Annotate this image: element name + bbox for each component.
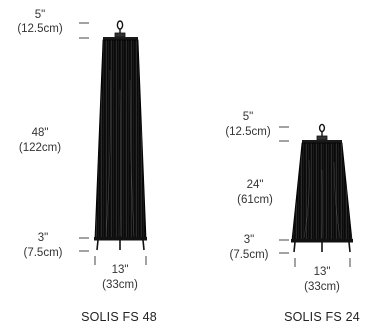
lamp-shade: [292, 143, 352, 240]
dim-width-imperial: 13": [314, 266, 331, 278]
lamp-legs: [293, 241, 351, 253]
dim-shade-metric: (122cm): [19, 142, 61, 154]
top-ring: [103, 37, 138, 40]
dim-base-imperial: 3": [244, 234, 254, 246]
lamp-legs: [96, 239, 145, 251]
lamp-solis-fs-48: 5" (12.5cm) 48" (122cm) 3" (7.5cm) 13" (…: [17, 9, 157, 324]
dim-width-metric: (33cm): [102, 279, 138, 291]
shade-highlights: [105, 69, 135, 237]
dim-shade-imperial: 48": [32, 127, 49, 139]
dim-top-imperial: 5": [35, 9, 45, 21]
dim-top-metric: (12.5cm): [225, 126, 271, 138]
dim-top-imperial: 5": [243, 111, 253, 123]
base-ring: [94, 237, 147, 241]
dim-base-imperial: 3": [38, 232, 48, 244]
shade-highlights: [303, 159, 341, 239]
top-ring: [302, 140, 342, 143]
lamp-caption: SOLIS FS 24: [284, 310, 360, 324]
dimension-ticks: [79, 22, 147, 265]
lamp-finial-icon: [114, 20, 126, 38]
dim-width-imperial: 13": [112, 264, 129, 276]
lamp-caption: SOLIS FS 48: [81, 310, 157, 324]
base-ring: [291, 239, 353, 243]
dim-shade-imperial: 24": [247, 179, 264, 191]
dim-shade-metric: (61cm): [237, 194, 273, 206]
lamp-finial-icon: [316, 123, 328, 141]
dim-base-metric: (7.5cm): [24, 247, 63, 259]
dim-base-metric: (7.5cm): [230, 249, 269, 261]
dim-top-metric: (12.5cm): [17, 23, 63, 35]
lamp-solis-fs-24: 5" (12.5cm) 24" (61cm) 3" (7.5cm) 13" (3…: [225, 111, 360, 324]
dimension-ticks: [279, 126, 351, 267]
dim-width-metric: (33cm): [304, 281, 340, 293]
